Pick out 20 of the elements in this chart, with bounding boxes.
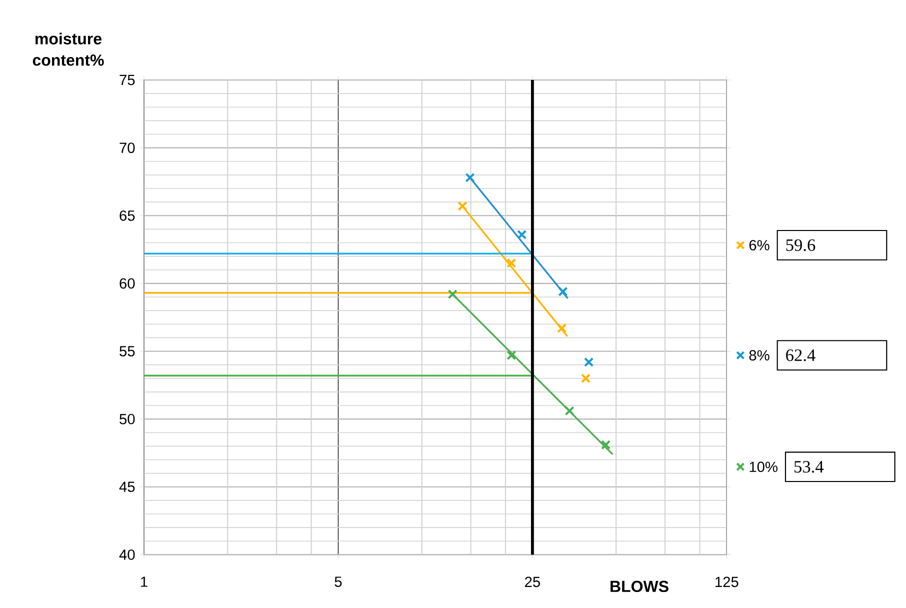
legend-label: 10% [750, 462, 778, 472]
legend-label: 6% [749, 240, 770, 250]
text: 59.6 [786, 239, 816, 252]
y-tick-label: 75 [120, 74, 135, 86]
y-axis-title: moisture content% [32, 32, 104, 66]
text: 62.4 [786, 349, 816, 362]
y-tick-label: 55 [120, 346, 135, 356]
x-tick-label: 1 [141, 576, 148, 587]
x-tick-label: 25 [525, 576, 540, 588]
y-tick-label: 60 [120, 278, 135, 289]
y-tick-label: 40 [119, 549, 135, 560]
x-tick-label: 5 [334, 576, 342, 587]
text: 53.4 [794, 460, 824, 473]
x-axis-title: BLOWS [610, 580, 668, 592]
y-tick-label: 45 [119, 482, 135, 492]
y-tick-label: 65 [120, 210, 135, 221]
legend-label: 8% [749, 350, 770, 361]
y-tick-label: 50 [120, 414, 135, 424]
x-tick-label: 125 [716, 576, 738, 588]
y-tick-label: 70 [120, 142, 135, 154]
